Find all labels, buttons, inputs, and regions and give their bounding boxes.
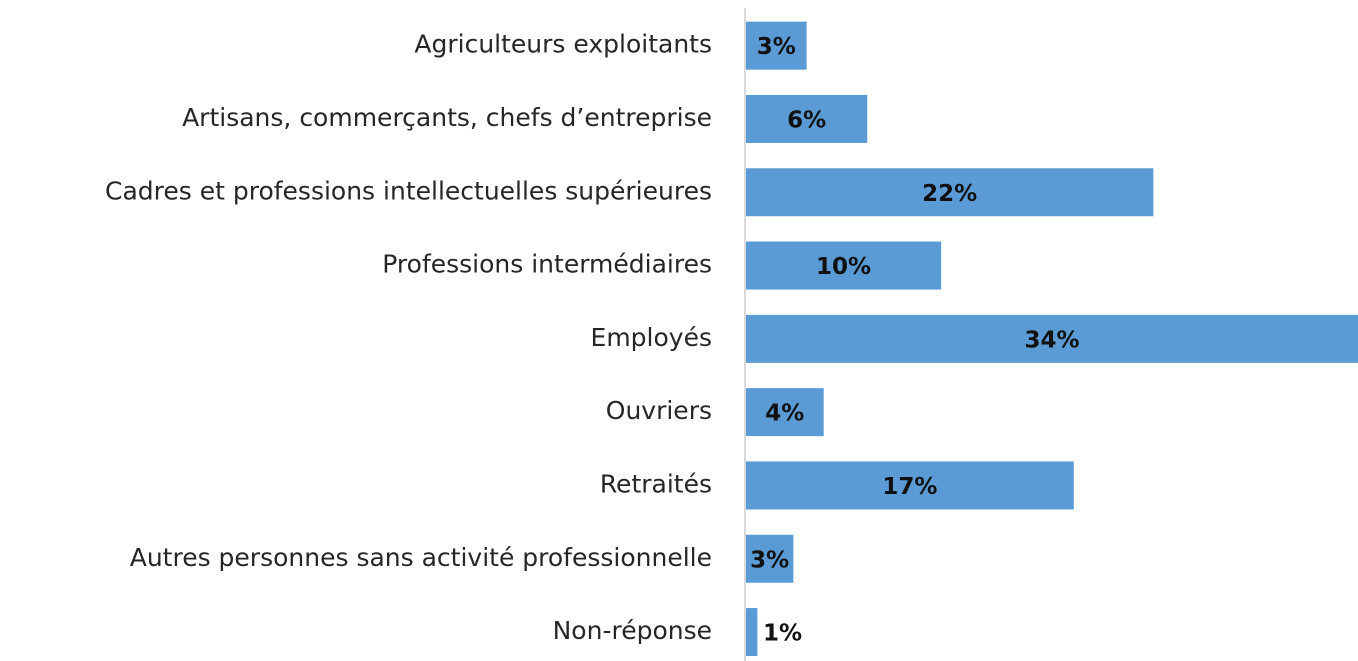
- bar: [746, 168, 1154, 217]
- bar: [746, 241, 942, 290]
- data-label: 22%: [922, 181, 977, 207]
- category-label: Non-réponse: [553, 616, 712, 645]
- bar: [746, 21, 807, 70]
- category-label: Cadres et professions intellectuelles su…: [105, 176, 712, 205]
- data-label: 10%: [816, 254, 871, 280]
- data-label: 6%: [787, 107, 826, 133]
- data-label: 4%: [765, 401, 804, 427]
- category-label: Ouvriers: [606, 396, 712, 425]
- bar: [746, 388, 824, 437]
- data-label: 34%: [1024, 327, 1079, 353]
- category-label: Retraités: [600, 469, 712, 498]
- bar: [746, 608, 758, 657]
- bar: [746, 94, 868, 143]
- data-label: 1%: [763, 621, 802, 647]
- bar: [746, 534, 794, 583]
- data-label: 17%: [882, 474, 937, 500]
- bar: [746, 314, 1358, 363]
- category-label: Artisans, commerçants, chefs d’entrepris…: [182, 103, 712, 132]
- category-label: Autres personnes sans activité professio…: [130, 543, 712, 572]
- bar: [746, 461, 1074, 510]
- data-label: 3%: [750, 547, 789, 573]
- data-label: 3%: [757, 34, 796, 60]
- category-label: Professions intermédiaires: [382, 250, 712, 279]
- category-label: Agriculteurs exploitants: [414, 30, 712, 59]
- category-label: Employés: [591, 323, 712, 352]
